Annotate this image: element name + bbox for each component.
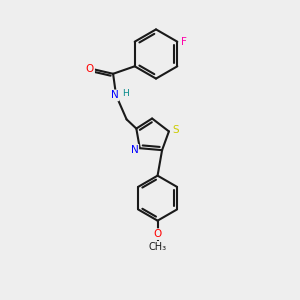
Text: S: S (172, 125, 179, 135)
Text: N: N (130, 145, 138, 155)
Text: O: O (86, 64, 94, 74)
Text: H: H (122, 88, 129, 98)
Text: N: N (111, 90, 119, 100)
Text: F: F (181, 37, 187, 47)
Text: CH₃: CH₃ (148, 242, 166, 252)
Text: O: O (154, 229, 162, 239)
